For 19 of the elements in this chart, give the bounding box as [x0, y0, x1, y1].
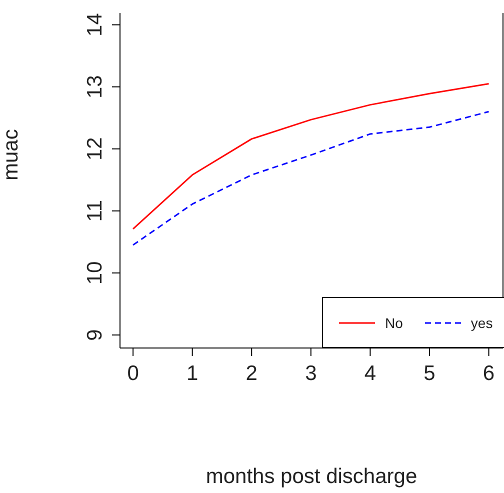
- x-tick-label: 1: [186, 362, 198, 385]
- x-tick-label: 2: [246, 362, 258, 385]
- y-tick-label: 12: [84, 137, 107, 161]
- x-axis-title: months post discharge: [206, 465, 418, 488]
- y-tick-label: 13: [84, 75, 107, 99]
- x-tick-label: 5: [424, 362, 436, 385]
- legend-label: No: [384, 314, 403, 330]
- y-axis-title: muac: [0, 129, 22, 180]
- x-tick-label: 4: [364, 362, 376, 385]
- x-tick-label: 3: [305, 362, 317, 385]
- x-tick-label: 6: [482, 362, 495, 385]
- line-series: [132, 82, 490, 230]
- y-tick-label: 9: [84, 329, 107, 341]
- line-series: [132, 110, 490, 246]
- y-tick-label: 10: [84, 261, 107, 285]
- x-tick-label: 0: [127, 362, 139, 385]
- legend-label: yes: [470, 314, 493, 330]
- y-tick-label: 14: [84, 12, 107, 36]
- y-tick-label: 11: [84, 200, 107, 222]
